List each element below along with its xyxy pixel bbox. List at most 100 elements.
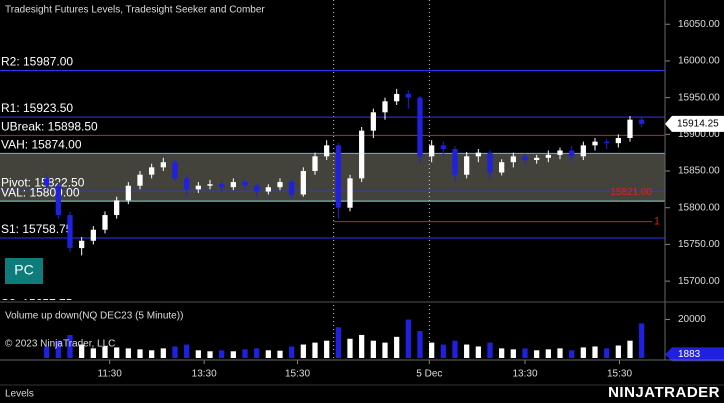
volume-bar	[312, 342, 318, 358]
x-tick-label: 15:30	[607, 369, 632, 380]
last-price-pointer	[665, 115, 724, 132]
level-label: VAL: 15809.00	[1, 185, 80, 199]
candle-body	[277, 182, 283, 188]
volume-bar	[254, 348, 260, 358]
candle-body	[207, 184, 213, 186]
y-tick-label: 15700.00	[678, 276, 720, 287]
candle-body	[90, 229, 96, 241]
level-label: VAH: 15874.00	[1, 138, 82, 152]
candle-body	[347, 178, 353, 208]
level-label: R2: 15987.00	[1, 55, 73, 69]
candle-body	[510, 156, 516, 163]
candle-body	[300, 171, 306, 195]
candle-body	[440, 145, 446, 149]
candle-body	[230, 182, 236, 188]
volume-bar	[149, 350, 155, 358]
candle-body	[592, 141, 598, 146]
candle-body	[475, 152, 481, 157]
x-tick-label: 13:30	[512, 369, 537, 380]
volume-bar	[545, 349, 551, 358]
candle-body	[569, 150, 575, 157]
volume-bar	[534, 350, 540, 358]
volume-bar	[359, 334, 365, 358]
volume-bar	[592, 346, 598, 358]
volume-bar	[44, 346, 50, 358]
level-label: UBreak: 15898.50	[1, 120, 98, 134]
volume-bar	[114, 347, 120, 358]
volume-bar	[289, 346, 295, 358]
candle-body	[639, 119, 645, 124]
x-tick-label: 11:30	[98, 369, 123, 380]
volume-bar	[90, 348, 96, 358]
volume-tick-label: 20000	[678, 314, 706, 325]
volume-bar	[475, 346, 481, 358]
pc-button[interactable]: PC	[5, 258, 43, 284]
x-tick-label: 5 Dec	[416, 369, 442, 380]
candle-body	[195, 185, 201, 190]
volume-bar	[265, 350, 271, 358]
candle-body	[289, 182, 295, 195]
candle-body	[254, 185, 260, 192]
marker-label: 15821.00	[610, 187, 652, 198]
candle-body	[452, 149, 458, 175]
last-price-label: 15914.25	[677, 119, 719, 130]
volume-bar	[300, 344, 306, 358]
volume-bar	[405, 319, 411, 358]
y-tick-label: 16000.00	[678, 56, 720, 67]
volume-bar	[207, 351, 213, 358]
volume-bar	[557, 348, 563, 358]
volume-bar	[464, 344, 470, 358]
candle-body	[184, 178, 190, 190]
candle-body	[545, 154, 551, 158]
candle-body	[172, 162, 178, 179]
candle-body	[394, 93, 400, 102]
y-tick-label: 15750.00	[678, 239, 720, 250]
candle-body	[324, 145, 330, 157]
candle-body	[487, 152, 493, 173]
candle-body	[125, 185, 131, 201]
candle-body	[114, 200, 120, 216]
volume-bar	[580, 347, 586, 358]
candle-body	[359, 130, 365, 179]
chart-title: Tradesight Futures Levels, Tradesight Se…	[5, 5, 265, 16]
candle-body	[417, 97, 423, 157]
candle-body	[79, 240, 85, 249]
candle-body	[137, 174, 143, 186]
value-area	[0, 153, 665, 202]
volume-bar	[604, 348, 610, 358]
level-label: S1: 15758.75	[1, 222, 73, 236]
candle-body	[429, 145, 435, 157]
volume-bar	[195, 350, 201, 358]
y-tick-label: 15800.00	[678, 202, 720, 213]
volume-bar	[324, 340, 330, 358]
volume-bar	[347, 338, 353, 358]
volume-bar	[184, 344, 190, 358]
candle-body	[557, 150, 563, 155]
volume-bar	[639, 323, 645, 358]
volume-bar	[230, 351, 236, 358]
volume-bar	[615, 345, 621, 358]
x-tick-label: 13:30	[192, 369, 217, 380]
candle-body	[627, 119, 633, 138]
volume-bar	[67, 334, 73, 358]
level-label: Pivot: 15822.50	[1, 175, 85, 189]
x-tick-label: 15:30	[285, 369, 310, 380]
pc-button-label[interactable]: PC	[14, 262, 33, 278]
volume-bar	[219, 350, 225, 358]
candle-body	[149, 167, 155, 175]
volume-bar	[160, 348, 166, 358]
volume-bar	[277, 350, 283, 358]
last-volume-label: 1883	[678, 349, 701, 360]
volume-bar	[429, 342, 435, 358]
candle-body	[219, 184, 225, 188]
pc-button-bg[interactable]	[5, 258, 43, 284]
volume-bar	[522, 348, 528, 358]
tab-label[interactable]: Levels	[5, 389, 34, 400]
price-panel: R2: 15987.00 R1: 15923.50 UBreak: 15898.50…	[0, 0, 665, 300]
candle-body	[312, 156, 318, 172]
candle-body	[370, 112, 376, 131]
candle-body	[405, 93, 411, 98]
candle-body	[522, 156, 528, 161]
volume-bar	[569, 350, 575, 358]
